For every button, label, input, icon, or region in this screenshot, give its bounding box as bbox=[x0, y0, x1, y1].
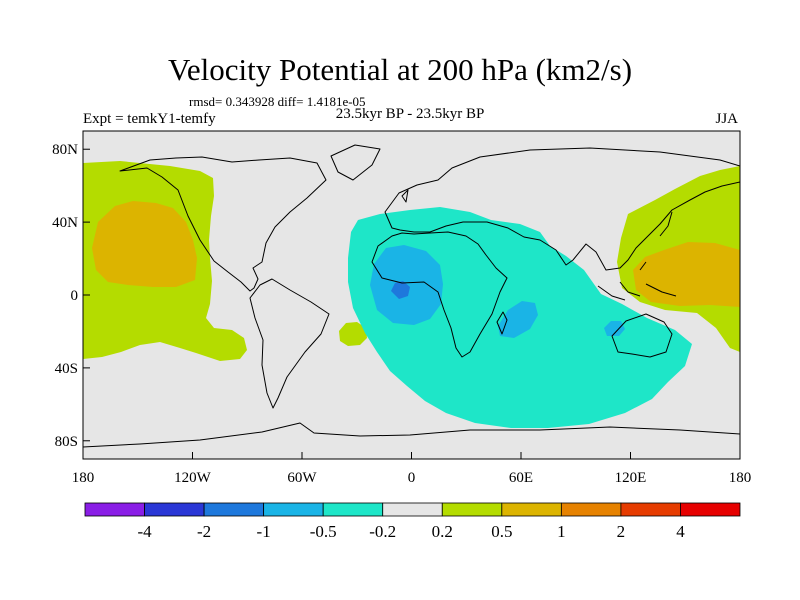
colorbar-label: -0.2 bbox=[369, 522, 396, 541]
colorbar-swatch bbox=[322, 502, 384, 517]
experiment-label: Expt = temkY1-temfy bbox=[83, 111, 216, 127]
colorbar-swatch bbox=[382, 502, 443, 517]
colorbar-label: 0.5 bbox=[491, 522, 512, 541]
lat-tick-label: 80S bbox=[55, 434, 78, 450]
colorbar-swatch bbox=[680, 502, 741, 517]
colorbar-label: 1 bbox=[557, 522, 566, 541]
coastlines bbox=[83, 144, 740, 448]
colorbar-swatch bbox=[501, 502, 562, 517]
colorbar-label: 4 bbox=[676, 522, 685, 541]
coast-australia bbox=[611, 313, 673, 358]
latitude-axis: 80N 40N 0 40S 80S bbox=[52, 142, 90, 450]
lon-tick-label: 60E bbox=[509, 470, 533, 486]
coast-madagascar bbox=[496, 311, 508, 335]
period-label: 23.5kyr BP - 23.5kyr BP bbox=[335, 106, 485, 122]
lon-tick-label: 60W bbox=[287, 470, 317, 486]
page-title: Velocity Potential at 200 hPa (km2/s) bbox=[167, 52, 633, 87]
contour-region-positive-pacific-core bbox=[92, 201, 197, 287]
lat-tick-label: 40S bbox=[55, 361, 78, 377]
lat-tick-label: 40N bbox=[52, 215, 78, 231]
lon-tick-label: 0 bbox=[408, 470, 416, 486]
coast-eurasia bbox=[384, 147, 740, 271]
lat-tick-label: 80N bbox=[52, 142, 78, 158]
coast-antarctica bbox=[83, 422, 740, 448]
colorbar-swatch bbox=[203, 502, 265, 517]
contour-region-negative-westafrica-core bbox=[391, 281, 410, 299]
lon-tick-label: 180 bbox=[729, 470, 752, 486]
contour-region-positive-southatlantic bbox=[339, 322, 367, 346]
season-label: JJA bbox=[715, 111, 738, 127]
contour-region-negative-madagascar bbox=[498, 301, 538, 338]
colorbar-swatch bbox=[620, 502, 681, 517]
contour-region-negative-eastindian bbox=[604, 321, 625, 336]
colorbar-label: -0.5 bbox=[310, 522, 337, 541]
lon-tick-label: 120E bbox=[615, 470, 647, 486]
coast-north-america bbox=[119, 156, 327, 292]
coast-maritime-continent bbox=[597, 261, 677, 301]
colorbar-swatch bbox=[441, 502, 503, 517]
colorbar-swatch bbox=[144, 502, 205, 517]
colorbar-label: 2 bbox=[617, 522, 626, 541]
colorbar-swatch bbox=[84, 502, 145, 517]
coast-greenland bbox=[330, 144, 381, 181]
contour-fill-layer bbox=[83, 144, 740, 448]
coast-africa bbox=[371, 231, 508, 358]
colorbar-label: -2 bbox=[197, 522, 211, 541]
longitude-axis: 180 120W 60W 0 60E 120E 180 bbox=[72, 452, 752, 486]
coast-uk bbox=[401, 189, 409, 203]
colorbar-swatch bbox=[560, 502, 622, 517]
coast-japan bbox=[659, 211, 673, 237]
lat-tick-label: 0 bbox=[71, 288, 79, 304]
colorbar: -4 -2 -1 -0.5 -0.2 0.2 0.5 1 2 4 bbox=[84, 502, 741, 541]
colorbar-swatch bbox=[263, 502, 324, 517]
lon-tick-label: 180 bbox=[72, 470, 95, 486]
colorbar-label: -4 bbox=[137, 522, 152, 541]
colorbar-label: -1 bbox=[257, 522, 271, 541]
stats-line: rmsd= 0.343928 diff= 1.4181e-05 bbox=[189, 94, 366, 109]
lon-tick-label: 120W bbox=[174, 470, 212, 486]
colorbar-label: 0.2 bbox=[432, 522, 453, 541]
coast-south-america bbox=[249, 278, 330, 409]
